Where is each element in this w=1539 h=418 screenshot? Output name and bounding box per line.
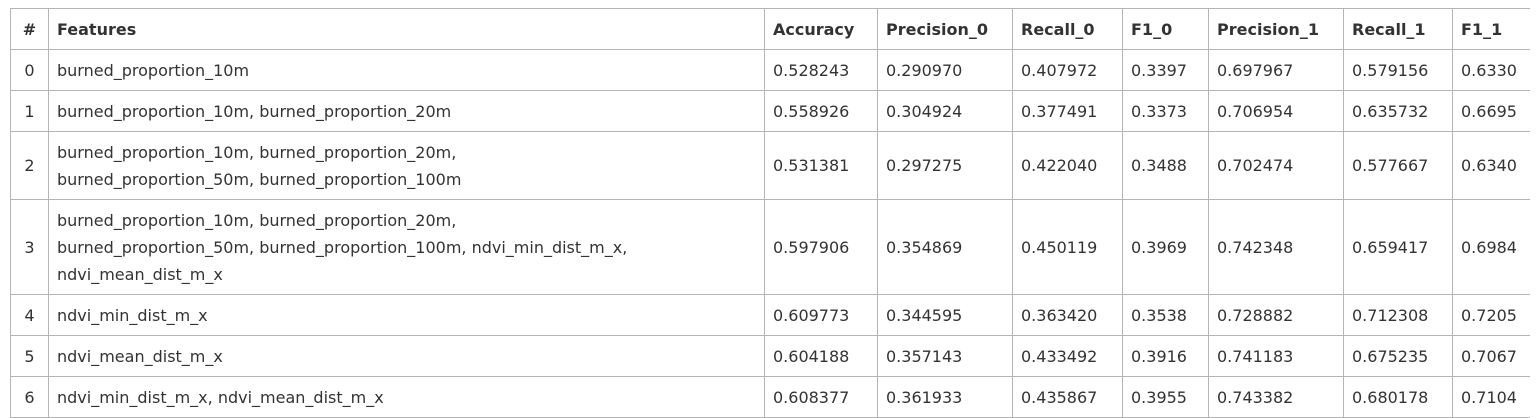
- f1-1-cell: 0.6330: [1452, 49, 1530, 91]
- column-header-index: #: [10, 8, 49, 50]
- precision-0-cell: 0.297275: [877, 131, 1013, 200]
- f1-1-cell: 0.7205: [1452, 294, 1530, 336]
- column-header-accuracy: Accuracy: [764, 8, 878, 50]
- column-header-precision-0: Precision_0: [877, 8, 1013, 50]
- accuracy-cell: 0.608377: [764, 376, 878, 418]
- features-cell: ndvi_mean_dist_m_x: [48, 335, 765, 377]
- table-row: 0 burned_proportion_10m 0.528243 0.29097…: [10, 49, 1530, 91]
- accuracy-cell: 0.528243: [764, 49, 878, 91]
- recall-0-cell: 0.450119: [1012, 199, 1123, 295]
- f1-0-cell: 0.3538: [1122, 294, 1209, 336]
- features-cell: ndvi_min_dist_m_x: [48, 294, 765, 336]
- f1-0-cell: 0.3916: [1122, 335, 1209, 377]
- column-header-precision-1: Precision_1: [1208, 8, 1344, 50]
- features-text: burned_proportion_10m, burned_proportion…: [57, 142, 457, 162]
- features-text: burned_proportion_10m, burned_proportion…: [57, 210, 457, 230]
- features-cell: burned_proportion_10m, burned_proportion…: [48, 90, 765, 132]
- table-row: 1 burned_proportion_10m, burned_proporti…: [10, 90, 1530, 132]
- features-cell: burned_proportion_10m: [48, 49, 765, 91]
- f1-0-cell: 0.3955: [1122, 376, 1209, 418]
- recall-1-cell: 0.579156: [1343, 49, 1453, 91]
- table-row: 6 ndvi_min_dist_m_x, ndvi_mean_dist_m_x …: [10, 376, 1530, 418]
- recall-0-cell: 0.407972: [1012, 49, 1123, 91]
- recall-1-cell: 0.659417: [1343, 199, 1453, 295]
- recall-0-cell: 0.377491: [1012, 90, 1123, 132]
- f1-0-cell: 0.3397: [1122, 49, 1209, 91]
- features-text: burned_proportion_50m, burned_proportion…: [57, 169, 462, 189]
- features-cell: burned_proportion_10m, burned_proportion…: [48, 199, 765, 295]
- recall-0-cell: 0.435867: [1012, 376, 1123, 418]
- f1-1-cell: 0.6340: [1452, 131, 1530, 200]
- table-row: 4 ndvi_min_dist_m_x 0.609773 0.344595 0.…: [10, 294, 1530, 336]
- results-table: # Features Accuracy Precision_0 Recall_0…: [10, 8, 1530, 418]
- features-text: burned_proportion_10m: [57, 60, 250, 80]
- column-header-recall-1: Recall_1: [1343, 8, 1453, 50]
- precision-1-cell: 0.702474: [1208, 131, 1344, 200]
- column-header-f1-0: F1_0: [1122, 8, 1209, 50]
- recall-1-cell: 0.680178: [1343, 376, 1453, 418]
- accuracy-cell: 0.531381: [764, 131, 878, 200]
- row-index: 2: [10, 131, 49, 200]
- precision-1-cell: 0.728882: [1208, 294, 1344, 336]
- f1-1-cell: 0.6984: [1452, 199, 1530, 295]
- f1-0-cell: 0.3969: [1122, 199, 1209, 295]
- f1-1-cell: 0.7104: [1452, 376, 1530, 418]
- row-index: 4: [10, 294, 49, 336]
- accuracy-cell: 0.609773: [764, 294, 878, 336]
- f1-0-cell: 0.3373: [1122, 90, 1209, 132]
- features-cell: ndvi_min_dist_m_x, ndvi_mean_dist_m_x: [48, 376, 765, 418]
- precision-1-cell: 0.742348: [1208, 199, 1344, 295]
- recall-1-cell: 0.577667: [1343, 131, 1453, 200]
- precision-1-cell: 0.743382: [1208, 376, 1344, 418]
- precision-0-cell: 0.354869: [877, 199, 1013, 295]
- recall-1-cell: 0.712308: [1343, 294, 1453, 336]
- table-row: 2 burned_proportion_10m, burned_proporti…: [10, 131, 1530, 200]
- precision-1-cell: 0.706954: [1208, 90, 1344, 132]
- recall-1-cell: 0.675235: [1343, 335, 1453, 377]
- recall-0-cell: 0.363420: [1012, 294, 1123, 336]
- features-text: burned_proportion_50m, burned_proportion…: [57, 237, 628, 257]
- f1-1-cell: 0.7067: [1452, 335, 1530, 377]
- precision-0-cell: 0.290970: [877, 49, 1013, 91]
- column-header-features: Features: [48, 8, 765, 50]
- recall-0-cell: 0.422040: [1012, 131, 1123, 200]
- row-index: 5: [10, 335, 49, 377]
- f1-0-cell: 0.3488: [1122, 131, 1209, 200]
- table-row: 3 burned_proportion_10m, burned_proporti…: [10, 199, 1530, 295]
- table-row: 5 ndvi_mean_dist_m_x 0.604188 0.357143 0…: [10, 335, 1530, 377]
- precision-0-cell: 0.304924: [877, 90, 1013, 132]
- row-index: 3: [10, 199, 49, 295]
- features-text: ndvi_mean_dist_m_x: [57, 264, 223, 284]
- table-header-row: # Features Accuracy Precision_0 Recall_0…: [10, 8, 1530, 50]
- recall-1-cell: 0.635732: [1343, 90, 1453, 132]
- accuracy-cell: 0.604188: [764, 335, 878, 377]
- features-text: ndvi_mean_dist_m_x: [57, 346, 223, 366]
- features-text: ndvi_min_dist_m_x, ndvi_mean_dist_m_x: [57, 387, 384, 407]
- column-header-f1-1: F1_1: [1452, 8, 1530, 50]
- row-index: 0: [10, 49, 49, 91]
- features-text: burned_proportion_10m, burned_proportion…: [57, 101, 452, 121]
- recall-0-cell: 0.433492: [1012, 335, 1123, 377]
- features-cell: burned_proportion_10m, burned_proportion…: [48, 131, 765, 200]
- precision-1-cell: 0.697967: [1208, 49, 1344, 91]
- precision-0-cell: 0.357143: [877, 335, 1013, 377]
- precision-0-cell: 0.361933: [877, 376, 1013, 418]
- features-text: ndvi_min_dist_m_x: [57, 305, 208, 325]
- precision-1-cell: 0.741183: [1208, 335, 1344, 377]
- column-header-recall-0: Recall_0: [1012, 8, 1123, 50]
- row-index: 1: [10, 90, 49, 132]
- accuracy-cell: 0.597906: [764, 199, 878, 295]
- row-index: 6: [10, 376, 49, 418]
- accuracy-cell: 0.558926: [764, 90, 878, 132]
- precision-0-cell: 0.344595: [877, 294, 1013, 336]
- f1-1-cell: 0.6695: [1452, 90, 1530, 132]
